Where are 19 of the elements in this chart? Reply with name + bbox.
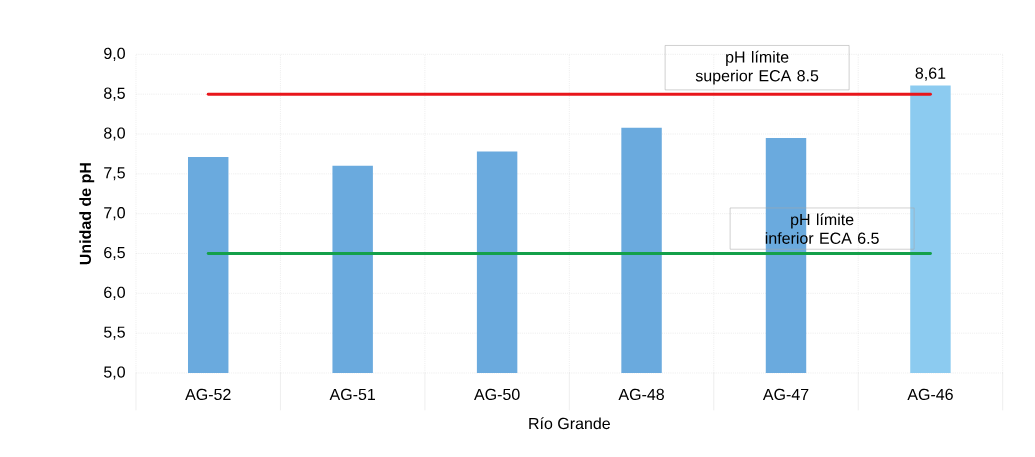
ref-line-label: pH límite superior ECA 8.5 bbox=[695, 50, 819, 85]
x-tick-label: AG-48 bbox=[618, 388, 664, 401]
y-tick-label: 9,0 bbox=[104, 47, 125, 61]
y-axis-title: Unidad de pH bbox=[79, 163, 95, 265]
y-tick-label: 5,0 bbox=[104, 366, 125, 380]
y-tick-label: 8,5 bbox=[104, 87, 125, 101]
data-label: 8,61 bbox=[915, 67, 946, 81]
y-tick-label: 7,0 bbox=[104, 207, 125, 221]
y-tick-label: 8,0 bbox=[104, 127, 125, 141]
y-tick-label: 6,0 bbox=[104, 286, 125, 300]
y-tick-label: 5,5 bbox=[104, 326, 125, 340]
y-tick-label: 7,5 bbox=[104, 167, 125, 181]
x-axis-title: Río Grande bbox=[529, 417, 610, 430]
x-tick-label: AG-52 bbox=[185, 388, 231, 401]
x-tick-label: AG-46 bbox=[907, 388, 953, 401]
x-tick-label: AG-47 bbox=[762, 388, 809, 401]
x-tick-label: AG-51 bbox=[329, 388, 376, 401]
y-tick-label: 6,5 bbox=[104, 246, 125, 261]
x-tick-label: AG-50 bbox=[474, 388, 520, 401]
